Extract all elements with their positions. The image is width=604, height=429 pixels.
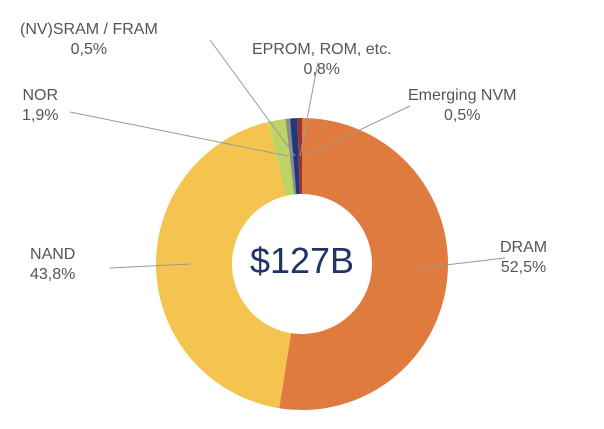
leader-line xyxy=(109,263,191,269)
slice-eprom-rom-etc xyxy=(290,118,300,195)
label-dram: DRAM 52,5% xyxy=(500,238,547,278)
label-percent: 0,5% xyxy=(70,41,108,58)
slice-nand xyxy=(156,121,292,409)
label-nand: NAND 43,8% xyxy=(30,245,75,285)
label-sram-fram: (NV)SRAM / FRAM 0,5% xyxy=(20,20,158,60)
label-name: NAND xyxy=(30,246,76,263)
label-name: EPROM, ROM, etc. xyxy=(252,41,392,58)
label-percent: 52,5% xyxy=(500,259,547,276)
label-name: (NV)SRAM / FRAM xyxy=(20,21,158,38)
leader-line xyxy=(69,111,289,157)
label-percent: 0,8% xyxy=(303,61,341,78)
label-percent: 1,9% xyxy=(22,107,59,124)
label-percent: 0,5% xyxy=(444,107,481,124)
slice-emerging-nvm xyxy=(297,118,302,195)
slice-nv-sram-fram xyxy=(285,118,297,195)
label-name: Emerging NVM xyxy=(408,87,517,104)
leader-line xyxy=(419,257,506,269)
slice-nor xyxy=(268,118,295,196)
label-nor: NOR 1,9% xyxy=(22,86,58,126)
center-total-label: $127B xyxy=(249,240,355,281)
leader-line xyxy=(209,39,296,157)
label-name: NOR xyxy=(22,87,59,104)
slice-dram xyxy=(279,118,448,410)
label-name: DRAM xyxy=(500,239,548,256)
label-emerging-nvm: Emerging NVM 0,5% xyxy=(408,86,516,126)
label-eprom: EPROM, ROM, etc. 0,8% xyxy=(252,40,392,80)
label-percent: 43,8% xyxy=(30,266,76,283)
leader-line xyxy=(304,105,411,157)
leader-line xyxy=(299,61,319,157)
